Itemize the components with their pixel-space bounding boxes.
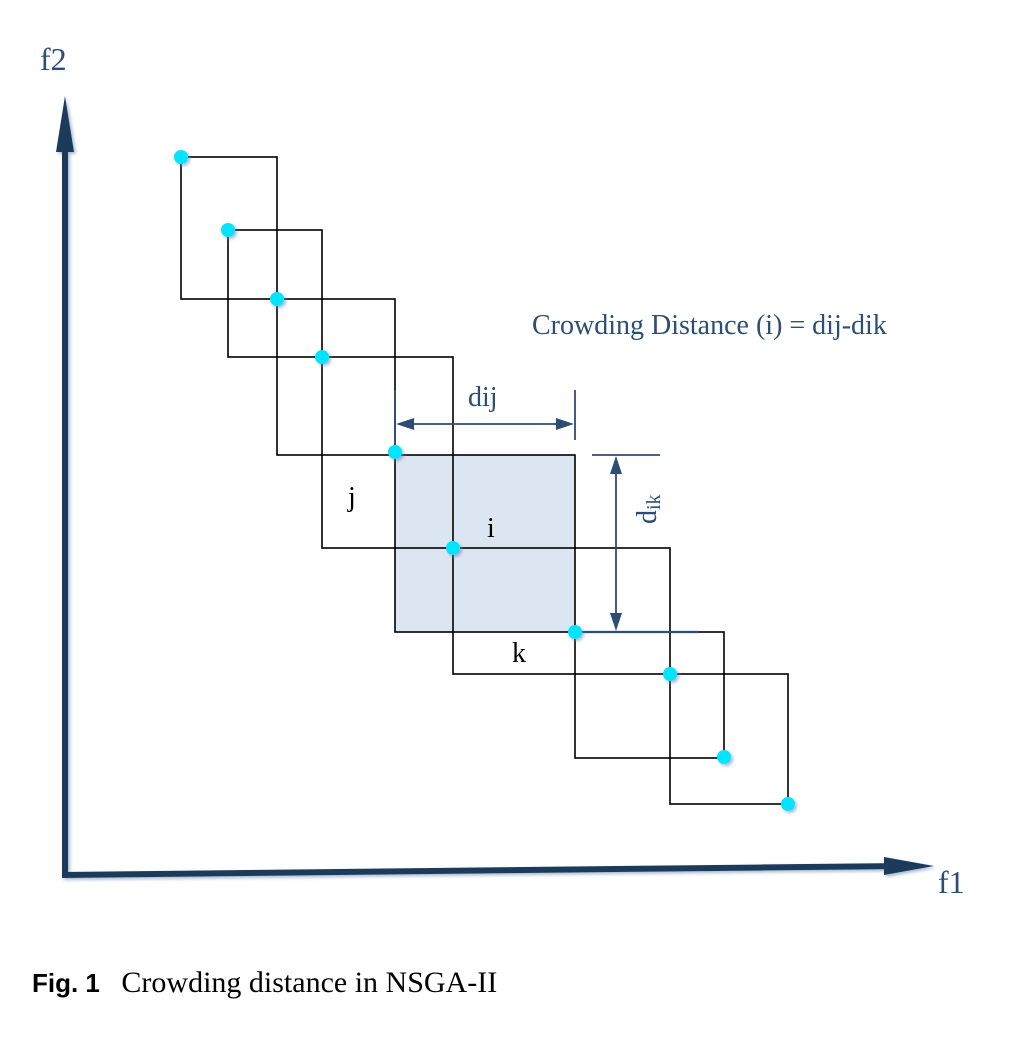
figure-caption: Fig. 1 Crowding distance in NSGA-II bbox=[32, 966, 497, 1000]
dik-arrow-bottom bbox=[610, 613, 622, 631]
point-4 bbox=[315, 350, 329, 364]
dij-label: dij bbox=[468, 382, 498, 413]
cuboid-i bbox=[395, 455, 575, 632]
dik-dimension bbox=[575, 454, 698, 634]
x-axis bbox=[61, 863, 901, 878]
solution-points bbox=[174, 150, 795, 811]
point-k bbox=[568, 625, 582, 639]
rect-5 bbox=[394, 454, 576, 633]
point-i bbox=[446, 541, 460, 555]
figure-caption-label: Fig. 1 bbox=[32, 968, 100, 998]
rect-7 bbox=[574, 631, 725, 759]
label-j: j bbox=[347, 482, 356, 513]
point-j bbox=[388, 445, 402, 459]
y-axis-label: f2 bbox=[40, 41, 67, 77]
axes bbox=[56, 96, 934, 878]
point-10 bbox=[781, 797, 795, 811]
rect-1 bbox=[180, 156, 278, 300]
dik-label: dik bbox=[632, 494, 665, 524]
figure-caption-text: Crowding distance in NSGA-II bbox=[121, 966, 498, 999]
dik-label-main: d bbox=[632, 510, 663, 524]
crowding-distance-diagram: f2 f1 Crowding Distance (i) = dij-dik di… bbox=[40, 41, 965, 900]
crowding-distance-formula: Crowding Distance (i) = dij-dik bbox=[532, 310, 887, 341]
point-3 bbox=[270, 292, 284, 306]
rect-4 bbox=[321, 356, 454, 549]
point-2 bbox=[221, 223, 235, 237]
x-axis-arrow bbox=[884, 857, 934, 875]
dik-label-sub: ik bbox=[643, 494, 665, 510]
rect-6 bbox=[452, 547, 671, 675]
y-axis-arrow bbox=[56, 96, 74, 152]
rect-3 bbox=[276, 298, 396, 456]
neighbour-rectangles bbox=[180, 156, 789, 805]
dij-arrow-left bbox=[396, 418, 414, 430]
dij-arrow-right bbox=[556, 418, 574, 430]
point-9 bbox=[717, 750, 731, 764]
rect-8 bbox=[669, 673, 789, 805]
label-i: i bbox=[487, 513, 495, 544]
rect-2 bbox=[227, 229, 323, 358]
dik-arrow-top bbox=[610, 456, 622, 474]
point-8 bbox=[663, 667, 677, 681]
point-1 bbox=[174, 150, 188, 164]
x-axis-label: f1 bbox=[938, 864, 965, 900]
label-k: k bbox=[512, 638, 526, 669]
